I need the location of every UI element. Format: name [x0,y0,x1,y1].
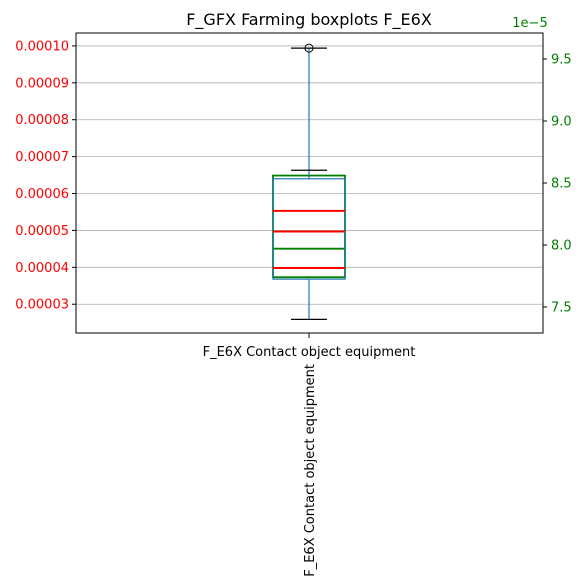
left-tick-label: 0.00005 [15,224,69,239]
left-tick-label: 0.00007 [15,150,69,165]
right-axis-offset-text: 1e−5 [512,16,547,31]
chart-title: F_GFX Farming boxplots F_E6X [186,10,432,30]
right-tick-label: 9.5 [551,53,572,68]
left-tick-label: 0.00010 [15,39,69,54]
left-axis-ticks: 0.00003 0.00004 0.00005 0.00006 0.00007 0.000… [15,39,76,313]
outlier-point [304,43,314,53]
rotated-category-label: F_E6X Contact object equipment [303,364,318,577]
right-box-rect [272,174,346,279]
left-tick-label: 0.00004 [15,261,69,276]
right-tick-label: 7.5 [551,300,572,315]
x-axis: F_E6X Contact object equipment [203,333,416,360]
left-axis-box [272,43,346,320]
right-axis-ticks: 7.5 8.0 8.5 9.0 9.5 [543,53,572,315]
right-tick-label: 8.5 [551,177,572,192]
left-tick-label: 0.00009 [15,76,69,91]
left-tick-label: 0.00003 [15,298,69,313]
right-tick-label: 9.0 [551,115,572,130]
left-tick-label: 0.00006 [15,187,69,202]
left-tick-label: 0.00008 [15,113,69,128]
right-tick-label: 8.0 [551,238,572,253]
x-tick-label: F_E6X Contact object equipment [203,345,416,360]
left-box-rect [272,178,346,280]
right-axis-box [272,174,346,279]
